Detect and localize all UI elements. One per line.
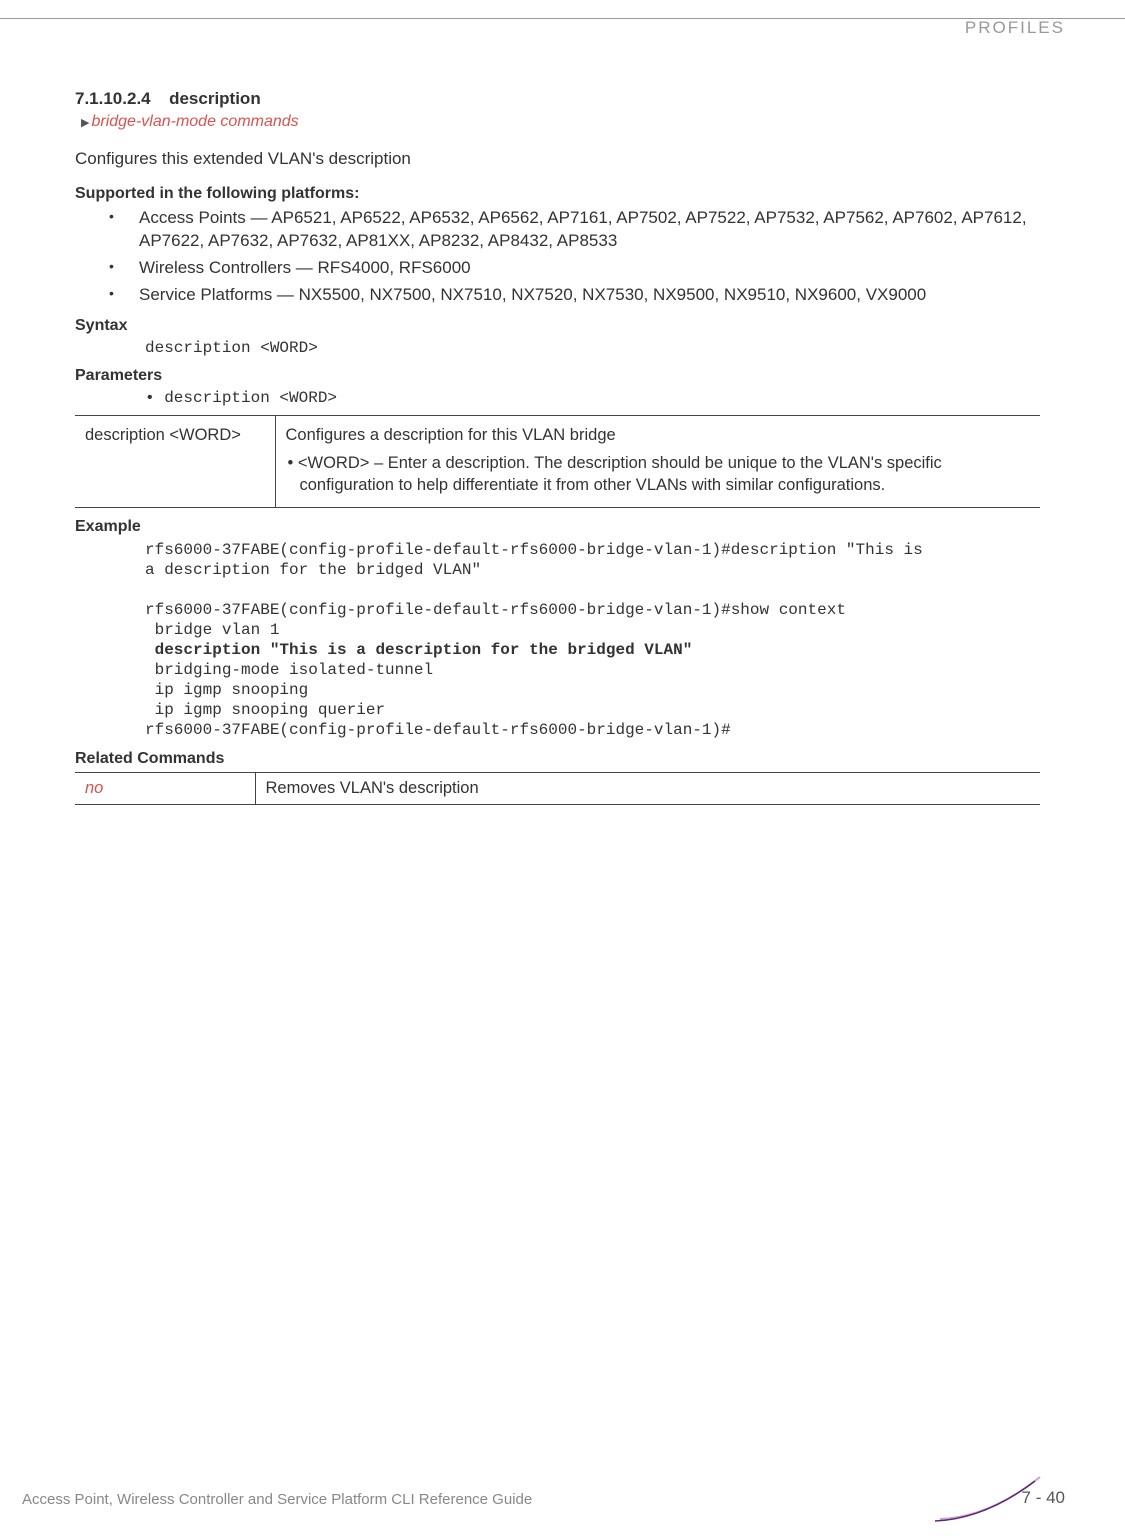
- list-item: Service Platforms — NX5500, NX7500, NX75…: [109, 284, 1040, 307]
- list-item: Wireless Controllers — RFS4000, RFS6000: [109, 257, 1040, 280]
- intro-text: Configures this extended VLAN's descript…: [75, 149, 1040, 169]
- page-number: 7 - 40: [1022, 1488, 1065, 1508]
- section-title: description: [169, 89, 261, 108]
- example-line-bold: description "This is a description for t…: [145, 641, 692, 659]
- syntax-heading: Syntax: [75, 317, 1040, 335]
- example-line: ip igmp snooping: [145, 681, 308, 699]
- example-line: rfs6000-37FABE(config-profile-default-rf…: [145, 721, 731, 739]
- example-line: bridging-mode isolated-tunnel: [145, 661, 433, 679]
- example-line: bridge vlan 1: [145, 621, 279, 639]
- example-block: rfs6000-37FABE(config-profile-default-rf…: [145, 540, 1040, 740]
- parameters-bullet: description <WORD>: [145, 389, 1040, 407]
- footer: Access Point, Wireless Controller and Se…: [22, 1491, 1065, 1508]
- param-desc-line: Configures a description for this VLAN b…: [286, 424, 1031, 446]
- header-category: PROFILES: [965, 18, 1065, 38]
- footer-text: Access Point, Wireless Controller and Se…: [22, 1491, 532, 1508]
- syntax-text: description <WORD>: [145, 339, 1040, 357]
- param-name-cell: description <WORD>: [75, 415, 275, 507]
- example-line: rfs6000-37FABE(config-profile-default-rf…: [145, 601, 846, 619]
- list-item: Access Points — AP6521, AP6522, AP6532, …: [109, 207, 1040, 253]
- table-row: no Removes VLAN's description: [75, 772, 1040, 804]
- parameters-heading: Parameters: [75, 367, 1040, 385]
- related-table: no Removes VLAN's description: [75, 772, 1040, 805]
- section-heading: 7.1.10.2.4 description: [75, 89, 1040, 109]
- example-line: rfs6000-37FABE(config-profile-default-rf…: [145, 541, 923, 559]
- breadcrumb-arrow-icon: ▶: [81, 117, 89, 129]
- related-desc: Removes VLAN's description: [255, 772, 1040, 804]
- related-cmd[interactable]: no: [75, 772, 255, 804]
- section-number: 7.1.10.2.4: [75, 89, 151, 108]
- example-line: ip igmp snooping querier: [145, 701, 385, 719]
- param-desc-cell: Configures a description for this VLAN b…: [275, 415, 1040, 507]
- breadcrumb-text: bridge-vlan-mode commands: [91, 113, 298, 130]
- page-content: 7.1.10.2.4 description ▶bridge-vlan-mode…: [0, 19, 1125, 805]
- table-row: description <WORD> Configures a descript…: [75, 415, 1040, 507]
- parameters-table: description <WORD> Configures a descript…: [75, 415, 1040, 508]
- param-desc-bullet: • <WORD> – Enter a description. The desc…: [286, 452, 1031, 497]
- example-line: a description for the bridged VLAN": [145, 561, 481, 579]
- related-heading: Related Commands: [75, 750, 1040, 768]
- breadcrumb[interactable]: ▶bridge-vlan-mode commands: [81, 113, 1040, 131]
- example-heading: Example: [75, 518, 1040, 536]
- supported-heading: Supported in the following platforms:: [75, 185, 1040, 203]
- platforms-list: Access Points — AP6521, AP6522, AP6532, …: [109, 207, 1040, 307]
